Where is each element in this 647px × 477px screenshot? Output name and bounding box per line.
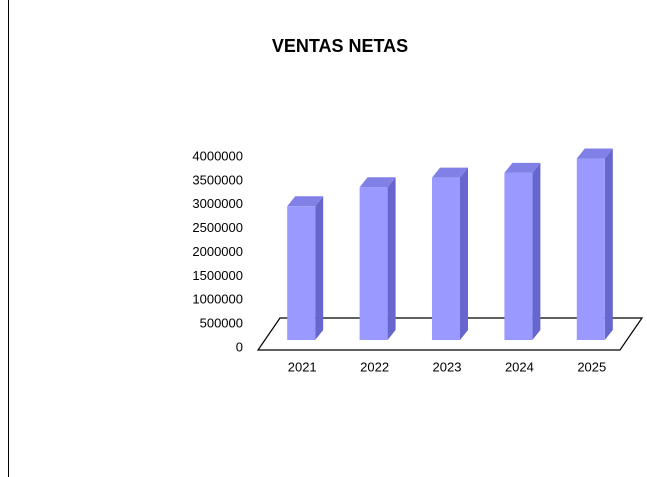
bar-side: [387, 177, 396, 340]
bar-top: [504, 162, 541, 173]
bar-top: [359, 177, 396, 188]
y-tick-label: 3000000: [192, 196, 243, 211]
y-tick-label: 4000000: [192, 148, 243, 163]
y-tick-label: 1500000: [192, 268, 243, 283]
bar-top: [287, 196, 324, 207]
x-tick-label: 2023: [433, 359, 462, 374]
bar-side: [315, 196, 324, 340]
bar-top: [576, 148, 613, 159]
bar-side: [460, 167, 468, 340]
y-tick-label: 2000000: [192, 244, 243, 259]
y-tick-label: 500000: [200, 316, 243, 331]
y-tick-label: 0: [236, 339, 243, 354]
bar: [576, 158, 605, 340]
y-tick-label: 3500000: [192, 172, 243, 187]
bar: [504, 172, 533, 340]
y-tick-label: 1000000: [192, 292, 243, 307]
bar: [432, 177, 460, 340]
bar-side: [532, 162, 541, 340]
x-tick-label: 2022: [360, 359, 389, 374]
bar: [359, 187, 388, 340]
bar-top: [432, 167, 468, 178]
x-tick-label: 2024: [505, 359, 534, 374]
bar-side: [604, 148, 613, 340]
bar: [287, 206, 316, 340]
x-tick-label: 2021: [288, 359, 317, 374]
y-tick-label: 2500000: [192, 220, 243, 235]
x-tick-label: 2025: [577, 359, 606, 374]
chart-title: VENTAS NETAS: [272, 36, 408, 56]
